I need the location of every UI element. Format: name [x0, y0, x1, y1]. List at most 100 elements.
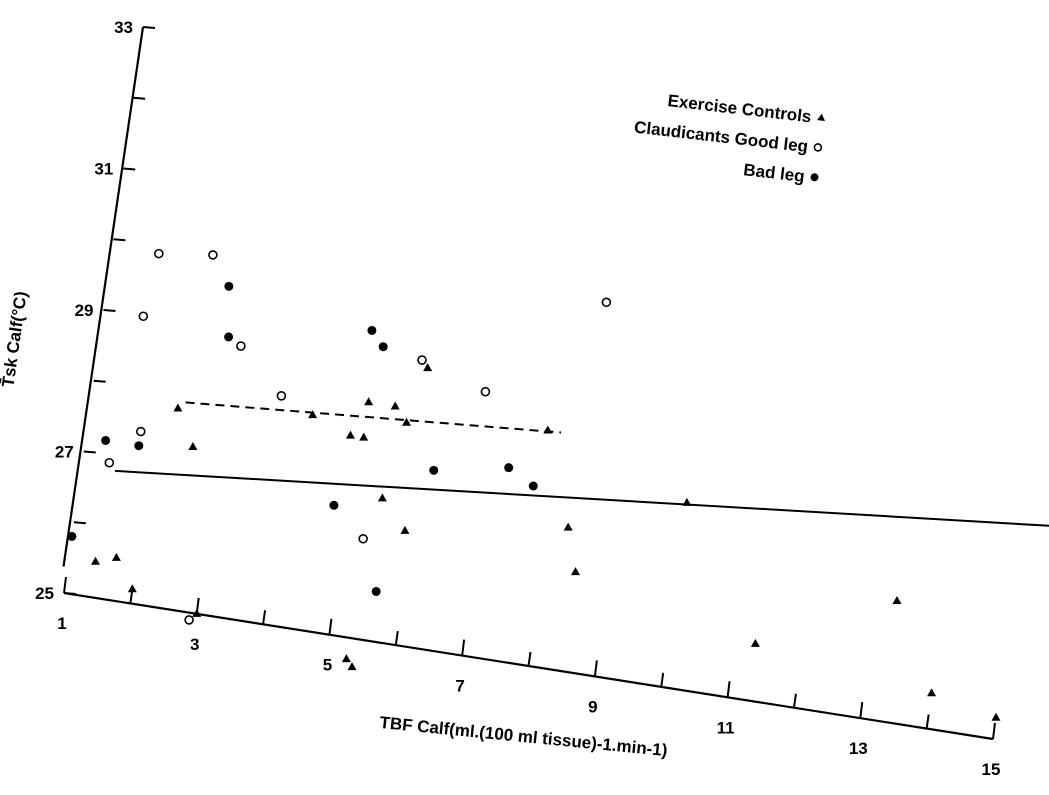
y-tick-mark — [63, 592, 77, 595]
point-exercise-controls — [400, 525, 410, 534]
y-tick-mark — [113, 238, 126, 242]
x-tick-label: 11 — [717, 718, 735, 737]
y-tick-label: 31 — [94, 160, 113, 179]
point-bad-leg — [367, 325, 377, 335]
point-exercise-controls — [563, 522, 573, 531]
x-tick-mark — [527, 651, 532, 667]
point-exercise-controls — [173, 403, 183, 412]
point-exercise-controls — [188, 441, 198, 450]
point-exercise-controls — [192, 608, 202, 617]
point-good-leg — [154, 248, 164, 259]
x-tick-mark — [859, 702, 864, 719]
y-tick-label: 33 — [114, 18, 133, 37]
point-exercise-controls — [423, 363, 433, 372]
y-tick-mark — [123, 167, 136, 171]
point-exercise-controls — [892, 595, 902, 604]
x-tick-mark — [726, 681, 731, 698]
data-points — [67, 248, 1001, 721]
x-tick-mark — [792, 693, 797, 708]
point-good-leg — [358, 533, 368, 544]
point-exercise-controls — [341, 654, 351, 663]
x-tick-mark — [63, 576, 67, 594]
y-tick-mark — [93, 379, 106, 383]
point-good-leg — [276, 390, 287, 401]
x-tick-label: 5 — [323, 656, 332, 675]
point-bad-leg — [378, 342, 388, 352]
y-axis-title: T̄sk Calf(°C) — [0, 290, 31, 388]
legend-label-good-leg: Claudicants Good leg — [633, 118, 809, 157]
y-tick-mark — [73, 521, 86, 525]
x-axis-title: TBF Calf(ml.(100 ml tissue)-1.min-1) — [379, 713, 669, 760]
point-bad-leg — [329, 500, 339, 510]
point-bad-leg — [134, 441, 144, 451]
point-exercise-controls — [401, 417, 411, 426]
regression-line-controls — [114, 469, 1049, 527]
y-tick-mark — [133, 96, 146, 100]
point-bad-leg — [504, 463, 514, 473]
y-tick-label: 25 — [35, 584, 54, 603]
legend-marker-filled-circle — [810, 173, 819, 182]
regression-lines — [114, 401, 1049, 527]
point-exercise-controls — [345, 430, 355, 439]
point-exercise-controls — [390, 401, 400, 410]
point-good-leg — [480, 386, 491, 397]
point-good-leg — [135, 426, 146, 437]
x-tick-label: 3 — [190, 635, 199, 654]
x-tick-mark — [461, 639, 466, 656]
x-tick-label: 1 — [57, 614, 66, 633]
x-tick-label: 9 — [588, 697, 597, 716]
point-exercise-controls — [543, 425, 553, 434]
point-exercise-controls — [377, 493, 387, 502]
point-good-leg — [236, 341, 246, 351]
x-tick-label: 13 — [849, 739, 868, 758]
point-good-leg — [208, 250, 218, 260]
y-axis-line — [62, 26, 145, 567]
axes — [62, 26, 996, 741]
point-exercise-controls — [682, 497, 692, 506]
legend-label-exercise-controls: Exercise Controls — [667, 91, 813, 126]
x-tick-mark — [925, 714, 930, 729]
legend-marker-open-circle — [813, 143, 823, 152]
point-good-leg — [601, 297, 612, 308]
point-bad-leg — [224, 332, 234, 342]
point-bad-leg — [101, 435, 111, 445]
point-exercise-controls — [364, 397, 374, 406]
point-exercise-controls — [927, 688, 937, 697]
point-exercise-controls — [359, 432, 369, 441]
x-tick-mark — [394, 631, 399, 646]
x-tick-label: 7 — [455, 677, 464, 696]
point-bad-leg — [528, 481, 538, 491]
legend-label-bad-leg: Bad leg — [742, 160, 805, 186]
point-exercise-controls — [127, 584, 137, 593]
point-exercise-controls — [347, 662, 357, 671]
point-exercise-controls — [308, 410, 318, 419]
legend-marker-triangle — [817, 113, 825, 122]
point-exercise-controls — [111, 552, 121, 561]
point-good-leg — [417, 355, 427, 365]
point-good-leg — [138, 311, 149, 322]
legend: Exercise Controls Claudicants Good leg B… — [633, 91, 825, 186]
point-exercise-controls — [991, 712, 1001, 721]
x-tick-label: 15 — [982, 760, 1001, 779]
point-exercise-controls — [90, 556, 100, 565]
y-tick-mark — [83, 450, 96, 454]
point-exercise-controls — [571, 567, 581, 576]
x-tick-mark — [328, 618, 333, 635]
x-tick-mark — [992, 722, 996, 740]
regression-line-claudicants — [185, 401, 562, 434]
point-bad-leg — [67, 531, 77, 541]
point-bad-leg — [371, 586, 381, 596]
y-tick-mark — [142, 26, 156, 29]
y-tick-label: 27 — [55, 443, 74, 462]
point-exercise-controls — [750, 638, 760, 647]
x-tick-mark — [593, 660, 598, 677]
y-tick-label: 29 — [75, 301, 94, 320]
x-tick-mark — [262, 610, 267, 625]
x-tick-mark — [660, 672, 665, 687]
point-bad-leg — [429, 465, 439, 475]
y-tick-mark — [103, 309, 116, 312]
point-bad-leg — [224, 281, 234, 291]
point-good-leg — [104, 457, 115, 468]
